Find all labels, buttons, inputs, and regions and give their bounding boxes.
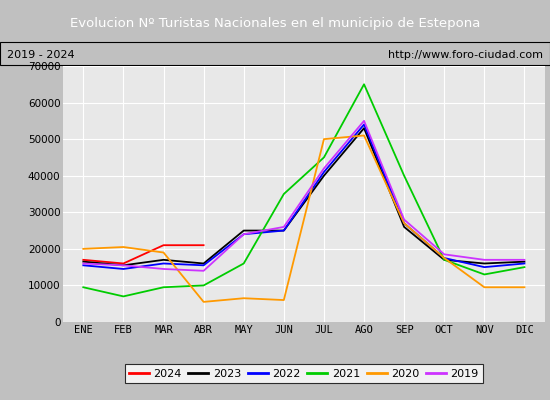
Text: 2019 - 2024: 2019 - 2024	[7, 50, 74, 60]
Legend: 2024, 2023, 2022, 2021, 2020, 2019: 2024, 2023, 2022, 2021, 2020, 2019	[124, 364, 483, 383]
Text: Evolucion Nº Turistas Nacionales en el municipio de Estepona: Evolucion Nº Turistas Nacionales en el m…	[70, 17, 480, 30]
Text: http://www.foro-ciudad.com: http://www.foro-ciudad.com	[388, 50, 543, 60]
